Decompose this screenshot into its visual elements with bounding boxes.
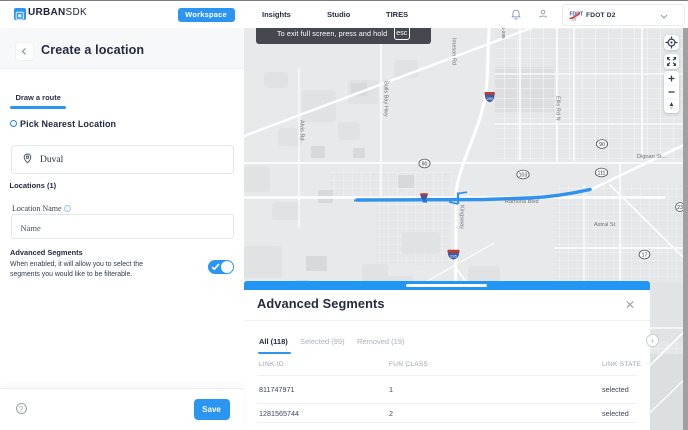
svg-text:Astral St: Astral St (594, 222, 616, 228)
svg-text:Dignan St...: Dignan St... (637, 154, 667, 160)
svg-text:Imeson Rd: Imeson Rd (451, 38, 457, 65)
svg-text:90: 90 (422, 161, 428, 167)
svg-text:D2: D2 (572, 17, 577, 21)
svg-text:111: 111 (598, 170, 606, 176)
svg-text:17: 17 (642, 252, 648, 258)
svg-text:103: 103 (519, 172, 528, 178)
svg-text:Alvis Rd: Alvis Rd (299, 120, 305, 141)
svg-text:Ellis Rd N: Ellis Rd N (555, 96, 561, 121)
svg-text:Bulls Bay Hwy: Bulls Bay Hwy (383, 81, 389, 117)
svg-text:295: 295 (487, 97, 493, 101)
svg-text:Kingsway: Kingsway (459, 205, 465, 229)
svg-text:Ramona Blvd: Ramona Blvd (505, 199, 539, 205)
svg-text:23: 23 (677, 205, 683, 211)
svg-text:295: 295 (450, 254, 457, 259)
svg-text:I-295: I-295 (501, 28, 506, 39)
svg-text:90: 90 (599, 142, 605, 148)
svg-text:FDOT: FDOT (570, 11, 584, 17)
